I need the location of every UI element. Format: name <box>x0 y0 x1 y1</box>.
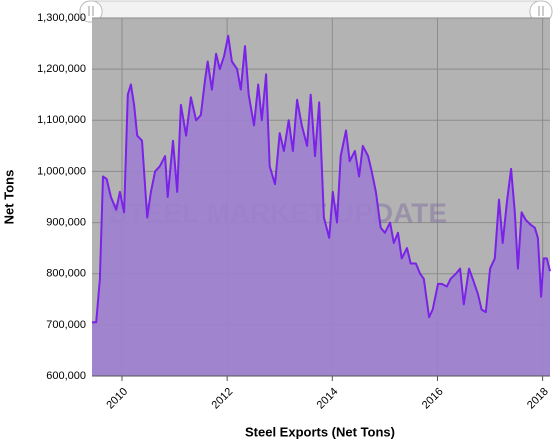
series-line <box>92 34 551 324</box>
area-fill <box>92 35 550 377</box>
y-tick-label: 600,000 <box>46 370 86 382</box>
x-tick-label: 2012 <box>210 386 236 412</box>
y-axis-title: Net Tons <box>1 170 16 225</box>
navigator-handle-left[interactable] <box>79 0 103 23</box>
y-tick-label: 1,100,000 <box>37 114 86 126</box>
y-tick-label: 1,000,000 <box>37 165 86 177</box>
x-axis-title: Steel Exports (Net Tons) <box>245 424 395 439</box>
plot-area: STEEL MARKET UPDATE <box>92 17 551 377</box>
y-tick-label: 1,300,000 <box>37 12 86 24</box>
x-tick-label: 2014 <box>315 386 341 412</box>
x-tick-label: 2016 <box>420 386 446 412</box>
x-tick-label: 2018 <box>525 386 551 412</box>
y-tick-label: 900,000 <box>46 216 86 228</box>
y-tick-label: 800,000 <box>46 268 86 280</box>
y-tick-label: 1,200,000 <box>37 63 86 75</box>
y-tick-label: 700,000 <box>46 319 86 331</box>
x-tick-label: 2010 <box>104 386 130 412</box>
